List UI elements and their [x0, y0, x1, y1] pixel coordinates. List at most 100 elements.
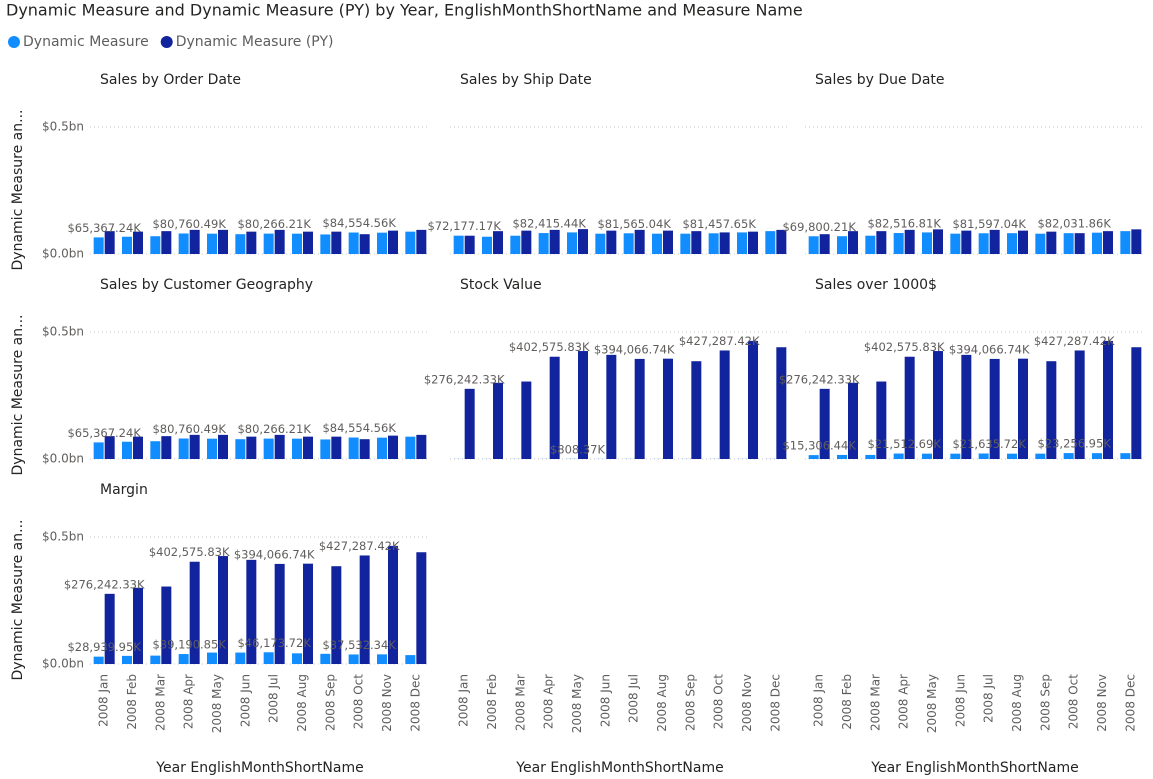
legend-marker[interactable] — [160, 36, 173, 48]
bar[interactable] — [207, 652, 217, 664]
bar[interactable] — [263, 438, 274, 459]
legend-label[interactable]: Dynamic Measure (PY) — [176, 34, 334, 50]
bar[interactable] — [104, 593, 115, 664]
bar[interactable] — [1063, 233, 1074, 254]
bar[interactable] — [303, 231, 313, 254]
bar[interactable] — [1092, 232, 1102, 254]
bar[interactable] — [1046, 361, 1057, 459]
bar[interactable] — [961, 354, 972, 459]
bar[interactable] — [122, 236, 132, 254]
bar[interactable] — [578, 229, 588, 254]
bar[interactable] — [161, 586, 172, 664]
bar[interactable] — [1035, 453, 1046, 459]
bar[interactable] — [1103, 340, 1113, 459]
bar[interactable] — [1007, 453, 1017, 459]
bar[interactable] — [634, 229, 645, 254]
bar[interactable] — [950, 453, 961, 459]
bar[interactable] — [748, 231, 758, 254]
bar[interactable] — [178, 438, 189, 459]
bar[interactable] — [405, 655, 416, 664]
bar[interactable] — [1131, 229, 1142, 254]
bar[interactable] — [482, 236, 492, 254]
bar[interactable] — [274, 563, 285, 664]
bar[interactable] — [93, 656, 104, 664]
bar[interactable] — [207, 233, 217, 254]
bar[interactable] — [303, 563, 313, 664]
bar[interactable] — [388, 435, 398, 459]
bar[interactable] — [348, 437, 359, 459]
bar[interactable] — [652, 233, 662, 254]
bar[interactable] — [961, 230, 972, 254]
bar[interactable] — [1018, 358, 1028, 459]
legend-label[interactable]: Dynamic Measure — [23, 34, 149, 50]
bar[interactable] — [292, 233, 302, 254]
bar[interactable] — [178, 654, 189, 664]
bar[interactable] — [218, 229, 228, 254]
bar[interactable] — [104, 436, 115, 459]
bar[interactable] — [538, 233, 549, 254]
bar[interactable] — [263, 652, 274, 664]
bar[interactable] — [680, 233, 691, 254]
bar[interactable] — [691, 361, 702, 459]
bar[interactable] — [933, 229, 943, 254]
bar[interactable] — [93, 442, 104, 459]
bar[interactable] — [331, 436, 342, 459]
bar[interactable] — [837, 454, 847, 459]
bar[interactable] — [133, 436, 143, 459]
bar[interactable] — [719, 350, 730, 459]
bar[interactable] — [235, 439, 246, 459]
bar[interactable] — [737, 232, 747, 254]
bar[interactable] — [493, 382, 503, 459]
bar[interactable] — [1074, 233, 1085, 254]
bar[interactable] — [122, 441, 132, 459]
bar[interactable] — [663, 230, 673, 254]
bar[interactable] — [595, 233, 606, 254]
bar[interactable] — [567, 232, 577, 254]
bar[interactable] — [978, 453, 989, 459]
bar[interactable] — [989, 229, 1000, 254]
bar[interactable] — [218, 556, 228, 664]
bar[interactable] — [1074, 350, 1085, 459]
bar[interactable] — [263, 233, 274, 254]
bar[interactable] — [876, 381, 887, 459]
bar[interactable] — [1120, 453, 1131, 459]
bar[interactable] — [521, 230, 532, 254]
bar[interactable] — [691, 231, 702, 254]
bar[interactable] — [1092, 453, 1102, 459]
bar[interactable] — [133, 587, 143, 664]
bar[interactable] — [150, 236, 161, 254]
bar[interactable] — [93, 237, 104, 254]
bar[interactable] — [274, 434, 285, 459]
bar[interactable] — [922, 453, 932, 459]
bar[interactable] — [416, 552, 427, 664]
bar[interactable] — [218, 434, 228, 459]
bar[interactable] — [1063, 453, 1074, 459]
bar[interactable] — [1018, 230, 1028, 254]
bar[interactable] — [359, 234, 370, 254]
bar[interactable] — [405, 231, 416, 254]
bar[interactable] — [776, 347, 787, 459]
bar[interactable] — [377, 232, 387, 254]
bar[interactable] — [189, 434, 200, 459]
bar[interactable] — [359, 439, 370, 459]
bar[interactable] — [904, 356, 915, 459]
bar[interactable] — [246, 559, 257, 664]
bar[interactable] — [246, 231, 257, 254]
bar[interactable] — [634, 358, 645, 459]
bar[interactable] — [1035, 233, 1046, 254]
bar[interactable] — [876, 231, 887, 254]
bar[interactable] — [865, 235, 876, 254]
bar[interactable] — [521, 381, 532, 459]
bar[interactable] — [904, 229, 915, 254]
bar[interactable] — [161, 436, 172, 459]
bar[interactable] — [1046, 231, 1057, 254]
bar[interactable] — [416, 229, 427, 254]
bar[interactable] — [623, 233, 634, 254]
bar[interactable] — [848, 382, 858, 459]
bar[interactable] — [359, 555, 370, 664]
bar[interactable] — [549, 229, 560, 254]
bar[interactable] — [303, 436, 313, 459]
bar[interactable] — [405, 436, 416, 459]
bar[interactable] — [161, 231, 172, 254]
bar[interactable] — [388, 545, 398, 664]
